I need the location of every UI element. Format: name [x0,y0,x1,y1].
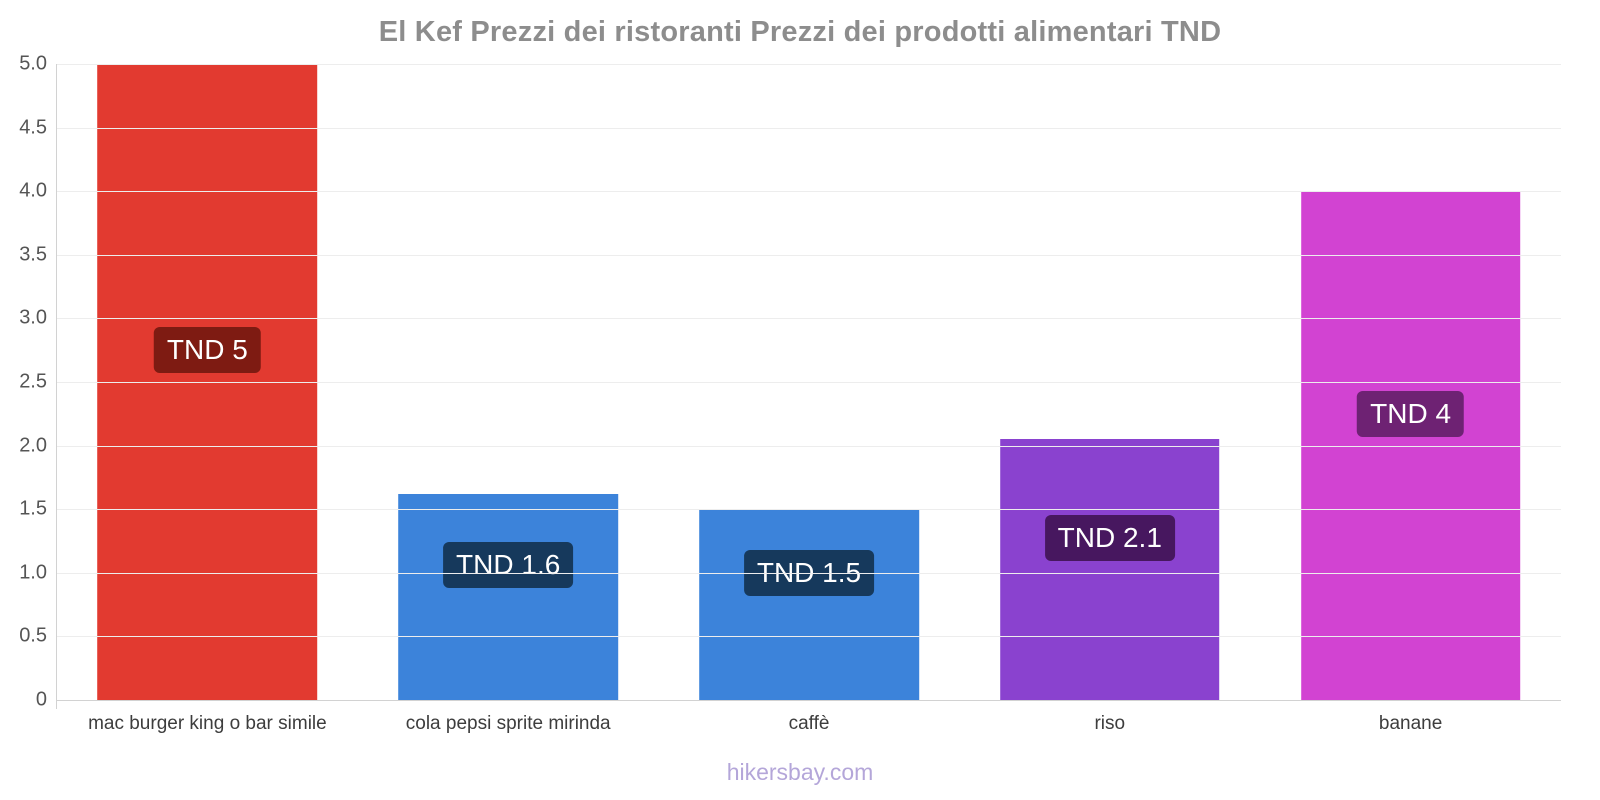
bar-slot: TND 2.1 riso [959,64,1260,734]
bar-value-label: TND 1.6 [443,541,574,588]
bar-value-label: TND 4 [1357,390,1465,437]
bar-3: TND 1.5 [699,509,919,700]
bar-slot: TND 1.6 cola pepsi sprite mirinda [358,64,659,734]
gridline [57,382,1561,383]
x-axis-label: mac burger king o bar simile [88,713,327,734]
y-tick-label: 1.5 [19,497,47,520]
x-axis-label: cola pepsi sprite mirinda [405,713,611,734]
y-tick-label: 1.0 [19,561,47,584]
bar-4: TND 2.1 [999,439,1220,700]
x-axis-label: banane [1378,713,1443,734]
gridline [57,64,1561,65]
y-tick-label: 5.0 [19,52,47,75]
gridline [57,572,1561,574]
y-tick-label: 4.0 [19,179,47,202]
y-tick-label: 2.5 [19,370,47,393]
x-axis-label: caffè [788,713,830,734]
gridline [57,127,1561,129]
bar-slot: TND 1.5 caffè [659,64,960,734]
axis-zero-tick [56,700,57,709]
y-tick-label: 2.0 [19,434,47,457]
gridline [57,509,1561,511]
y-tick-label: 0 [35,688,47,711]
bar-value-label: TND 2.1 [1044,514,1175,561]
gridline [57,636,1561,638]
gridline [57,191,1561,193]
bar-value-label: TND 5 [153,327,261,373]
y-tick-label: 4.5 [19,116,47,139]
bar-2: TND 1.6 [398,493,618,700]
bar-value-label: TND 1.5 [743,549,875,596]
y-tick-label: 3.5 [19,243,47,266]
x-axis-label: riso [1094,713,1126,734]
y-tick-label: 3.0 [19,306,47,329]
gridline [57,254,1561,256]
gridline [57,445,1561,447]
chart-title: El Kef Prezzi dei ristoranti Prezzi dei … [378,16,1222,48]
y-tick-label: 0.5 [19,624,47,647]
watermark-link[interactable]: hikersbay.com [726,759,874,785]
plot-area: TND 5 mac burger king o bar simile TND 1.6… [19,53,1561,734]
gridline [57,318,1561,320]
